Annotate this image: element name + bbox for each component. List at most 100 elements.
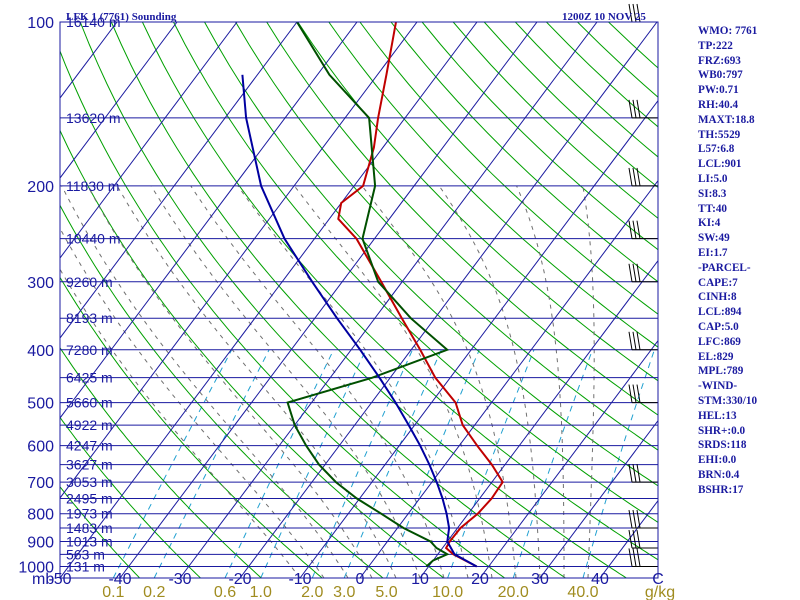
temperature-tick-label: -50	[48, 571, 71, 588]
mixing-ratio-tick-label: 1.0	[250, 584, 272, 600]
wind-barb-flag	[628, 529, 633, 549]
wind-barb-flag	[636, 509, 641, 529]
dry-adiabat-line	[60, 129, 445, 578]
mixing-ratio-line	[224, 349, 335, 578]
height-label: 1973 m	[66, 506, 113, 522]
wind-barb-flag	[632, 548, 637, 567]
isotherm-line	[419, 259, 658, 578]
isotherm-line	[239, 22, 658, 578]
height-label: 2495 m	[66, 490, 113, 506]
pressure-tick-label: 800	[27, 507, 54, 524]
isotherm-line	[119, 22, 538, 578]
sounding-index: EHI:0.0	[698, 454, 737, 467]
sounding-index: BSHR:17	[698, 483, 744, 496]
temperature-line	[337, 22, 504, 568]
height-label: 5660 m	[66, 395, 113, 411]
wind-barb-flag	[628, 509, 633, 529]
wind-barb-flag	[632, 331, 637, 350]
wind-barb-flag	[636, 331, 641, 350]
wind-barb	[628, 263, 658, 283]
mixing-ratio-tick-label: 20.0	[498, 584, 529, 600]
dry-adiabat-line	[546, 22, 658, 128]
mixing-ratio-line	[582, 349, 655, 578]
sounding-index: FRZ:693	[698, 54, 741, 67]
isotherm-line	[539, 419, 658, 578]
mixing-ratio-line	[343, 349, 442, 578]
temperature-tick-label: -30	[168, 571, 191, 588]
isotherm-line	[299, 99, 658, 578]
height-label: 563 m	[66, 546, 105, 562]
moist-adiabat-line	[190, 185, 445, 578]
wind-barb-flag	[636, 548, 641, 567]
mixing-ratio-line	[512, 349, 593, 578]
wind-barb-flag	[632, 3, 637, 23]
sounding-index: TP:222	[698, 39, 733, 52]
wind-barb-flag	[636, 384, 641, 403]
mixing-ratio-tick-label: 10.0	[432, 584, 463, 600]
temperature-tick-label: 30	[531, 571, 549, 588]
sounding-index: SHR+:0.0	[698, 424, 746, 437]
wind-barb-flag	[636, 99, 641, 118]
mixing-ratio-line	[447, 349, 535, 578]
height-label: 3053 m	[66, 474, 113, 490]
wind-barb-flag	[632, 529, 637, 549]
chart-title: LFK 1 (7761) Sounding	[66, 11, 177, 23]
height-label: 7280 m	[66, 342, 113, 358]
mixing-ratio-tick-label: 40.0	[567, 584, 598, 600]
wind-barb-flag	[628, 263, 633, 282]
sounding-index: BRN:0.4	[698, 468, 740, 481]
dry-adiabat-line	[421, 22, 658, 251]
height-label: 9260 m	[66, 274, 113, 290]
mixing-ratio-line	[311, 349, 413, 578]
height-label: 6425 m	[66, 370, 113, 386]
pressure-tick-label: 300	[27, 275, 54, 292]
sounding-index: TH:5529	[698, 128, 741, 141]
isotherm-line	[359, 179, 658, 578]
dry-adiabat-line	[141, 22, 658, 561]
isotherm-line	[60, 22, 238, 259]
temperature-unit-label: C	[652, 571, 664, 588]
temperature-tick-label: -20	[228, 571, 251, 588]
sounding-index: SW:49	[698, 232, 730, 245]
height-label: 10440 m	[66, 231, 120, 247]
wind-barb	[628, 529, 658, 549]
pressure-tick-label: 400	[27, 343, 54, 360]
sounding-index: LCL:901	[698, 158, 742, 171]
sounding-index: TT:40	[698, 202, 728, 215]
isotherm-line	[0, 22, 57, 578]
height-label: 4922 m	[66, 417, 113, 433]
wind-barb-flag	[636, 263, 641, 282]
wind-barb	[628, 167, 658, 187]
dry-adiabat-line	[266, 22, 658, 416]
wind-barb-flag	[628, 3, 633, 23]
dry-adiabat-line	[79, 22, 566, 578]
moist-adiabat-line	[237, 185, 469, 578]
sounding-index: -PARCEL-	[698, 261, 751, 274]
dry-adiabat-line	[60, 346, 262, 578]
sounding-index: CAPE:7	[698, 276, 738, 289]
wind-barb-flag	[628, 331, 633, 350]
dry-adiabat-line	[297, 22, 658, 382]
wind-barb	[628, 548, 658, 567]
height-label: 131 m	[66, 558, 105, 574]
isotherm-line	[60, 22, 358, 419]
background-lines	[0, 22, 658, 578]
wind-barb	[628, 464, 658, 483]
temperature-tick-label: 0	[356, 571, 365, 588]
sounding-index: MAXT:18.8	[698, 113, 755, 126]
dry-adiabat-line	[60, 485, 140, 578]
sounding-index: RH:40.4	[698, 98, 739, 111]
isotherm-line	[60, 22, 418, 499]
pressure-tick-label: 900	[27, 535, 54, 552]
sounding-index: -WIND-	[698, 380, 738, 393]
sounding-index: KI:4	[698, 217, 721, 230]
moist-adiabat-line	[61, 185, 349, 578]
isotherm-line	[60, 22, 298, 339]
wind-barb-flag	[632, 263, 637, 282]
sounding-index: WB0:797	[698, 69, 743, 82]
height-label: 1013 m	[66, 534, 113, 550]
mixing-ratio-line	[386, 349, 480, 578]
sounding-index: SRDS:118	[698, 439, 747, 452]
pressure-tick-label: 1000	[18, 559, 54, 576]
isobars	[60, 21, 658, 567]
